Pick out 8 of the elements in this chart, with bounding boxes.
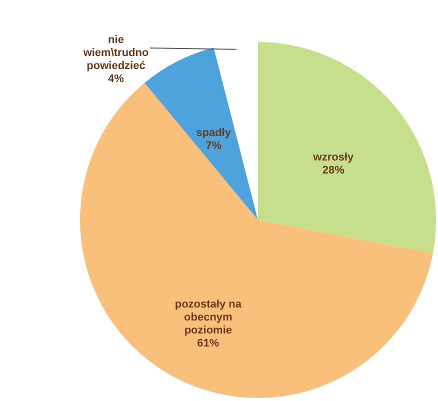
slice-label: spadły: [196, 126, 232, 139]
data-label: 4%: [108, 73, 124, 85]
data-label: 7%: [206, 140, 222, 152]
slice-label: wzrosły: [312, 152, 354, 164]
slice-label: pozostały na obecnym poziomie: [174, 298, 242, 336]
slice-label: nie wiem\trudno powiedzieć: [82, 34, 149, 72]
data-label: 61%: [197, 337, 220, 350]
data-label: 28%: [322, 164, 345, 177]
